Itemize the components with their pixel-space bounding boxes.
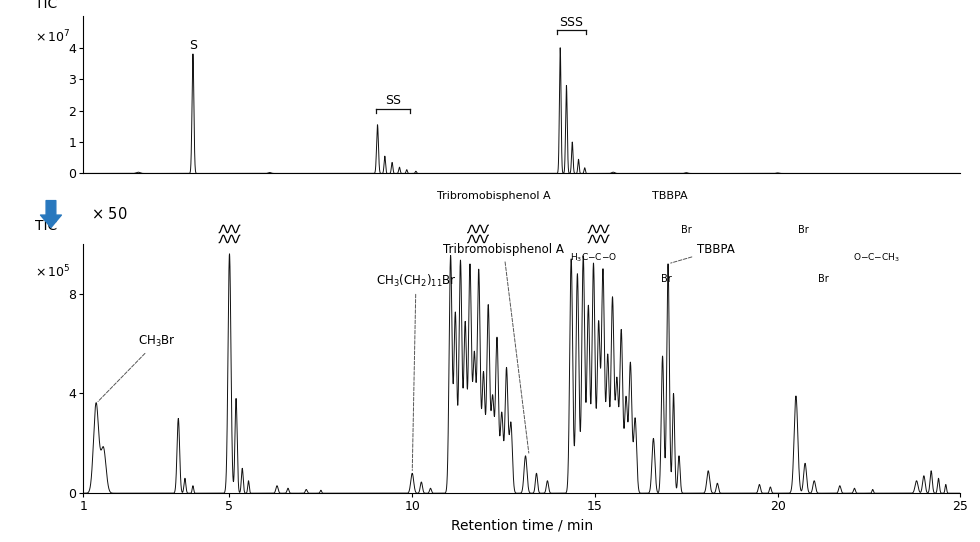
Text: TIC: TIC [35, 219, 57, 233]
Text: Tribromobisphenol A: Tribromobisphenol A [443, 243, 564, 453]
Text: O$-$C$-$CH$_3$: O$-$C$-$CH$_3$ [853, 251, 900, 263]
Text: Br: Br [818, 274, 828, 284]
Text: TBBPA: TBBPA [670, 243, 735, 263]
Text: SSS: SSS [560, 16, 583, 29]
Text: SS: SS [385, 94, 401, 107]
X-axis label: Retention time / min: Retention time / min [451, 519, 593, 533]
Text: Tribromobisphenol A: Tribromobisphenol A [437, 191, 551, 201]
Text: TBBPA: TBBPA [652, 191, 687, 201]
Text: Br: Br [681, 225, 691, 235]
Text: H$_3$C$-$C$-$O: H$_3$C$-$C$-$O [570, 251, 617, 263]
Text: TIC: TIC [35, 0, 57, 11]
Text: $\times\,10^7$: $\times\,10^7$ [35, 29, 71, 46]
Text: CH$_3$(CH$_2$)$_{11}$Br: CH$_3$(CH$_2$)$_{11}$Br [375, 273, 457, 470]
Text: CH$_3$Br: CH$_3$Br [98, 333, 175, 402]
Text: S: S [189, 40, 197, 53]
Text: $\times$ 50: $\times$ 50 [91, 206, 127, 222]
Text: $\times\,10^5$: $\times\,10^5$ [35, 264, 71, 280]
Text: Br: Br [799, 225, 808, 235]
Text: Br: Br [662, 274, 671, 284]
